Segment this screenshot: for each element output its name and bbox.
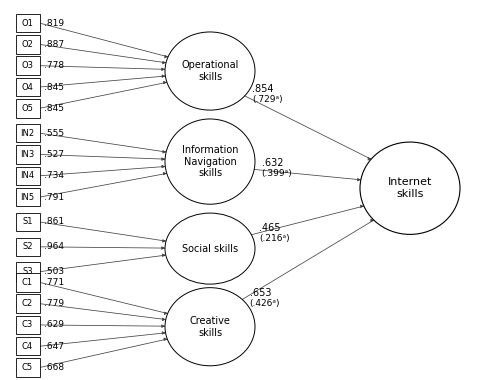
Text: S2: S2 xyxy=(22,242,33,251)
Text: .527: .527 xyxy=(44,150,64,159)
Text: (.399ᵃ): (.399ᵃ) xyxy=(262,169,292,178)
Text: (.729ᵃ): (.729ᵃ) xyxy=(252,95,283,104)
Text: IN5: IN5 xyxy=(20,193,34,202)
Text: .555: .555 xyxy=(44,129,64,138)
Text: (.426ᵃ): (.426ᵃ) xyxy=(250,299,280,308)
Text: IN3: IN3 xyxy=(20,150,34,159)
Text: .503: .503 xyxy=(44,267,64,276)
Text: .629: .629 xyxy=(44,320,64,329)
FancyBboxPatch shape xyxy=(16,238,40,256)
Text: C1: C1 xyxy=(22,278,33,287)
Text: IN2: IN2 xyxy=(20,129,34,138)
FancyBboxPatch shape xyxy=(16,358,40,377)
Text: .845: .845 xyxy=(44,82,64,92)
Text: O2: O2 xyxy=(22,40,34,49)
Text: O3: O3 xyxy=(22,61,34,70)
Text: Operational
skills: Operational skills xyxy=(182,60,238,82)
FancyBboxPatch shape xyxy=(16,273,40,291)
Text: O4: O4 xyxy=(22,82,34,92)
Text: .632: .632 xyxy=(262,158,283,168)
FancyBboxPatch shape xyxy=(16,213,40,231)
Text: C3: C3 xyxy=(22,320,33,329)
Text: (.216ᵃ): (.216ᵃ) xyxy=(259,234,290,243)
FancyBboxPatch shape xyxy=(16,35,40,54)
Text: .734: .734 xyxy=(44,171,64,180)
Text: O5: O5 xyxy=(22,104,34,113)
Text: .854: .854 xyxy=(252,84,274,94)
FancyBboxPatch shape xyxy=(16,294,40,313)
Text: .647: .647 xyxy=(44,342,64,351)
FancyBboxPatch shape xyxy=(16,99,40,117)
Text: C2: C2 xyxy=(22,299,33,308)
Text: Internet
skills: Internet skills xyxy=(388,177,432,199)
FancyBboxPatch shape xyxy=(16,14,40,32)
Text: IN4: IN4 xyxy=(20,171,34,180)
FancyBboxPatch shape xyxy=(16,57,40,75)
FancyBboxPatch shape xyxy=(16,166,40,185)
Text: .779: .779 xyxy=(44,299,64,308)
Text: .778: .778 xyxy=(44,61,64,70)
Text: .653: .653 xyxy=(250,288,271,298)
Text: .668: .668 xyxy=(44,363,64,372)
Text: C5: C5 xyxy=(22,363,33,372)
FancyBboxPatch shape xyxy=(16,188,40,206)
Text: .887: .887 xyxy=(44,40,64,49)
Text: C4: C4 xyxy=(22,342,33,351)
FancyBboxPatch shape xyxy=(16,124,40,142)
FancyBboxPatch shape xyxy=(16,78,40,96)
Text: Social skills: Social skills xyxy=(182,244,238,253)
Text: Creative
skills: Creative skills xyxy=(190,316,230,337)
FancyBboxPatch shape xyxy=(16,337,40,356)
Text: .771: .771 xyxy=(44,278,64,287)
Text: .861: .861 xyxy=(44,217,64,226)
Text: O1: O1 xyxy=(22,19,34,28)
Text: .465: .465 xyxy=(259,223,280,233)
Text: .791: .791 xyxy=(44,193,64,202)
Text: .819: .819 xyxy=(44,19,64,28)
Text: .964: .964 xyxy=(44,242,64,251)
Text: S1: S1 xyxy=(22,217,33,226)
FancyBboxPatch shape xyxy=(16,316,40,334)
FancyBboxPatch shape xyxy=(16,145,40,164)
Text: Information
Navigation
skills: Information Navigation skills xyxy=(182,145,238,178)
Text: S3: S3 xyxy=(22,267,33,276)
FancyBboxPatch shape xyxy=(16,263,40,281)
Text: .845: .845 xyxy=(44,104,64,113)
